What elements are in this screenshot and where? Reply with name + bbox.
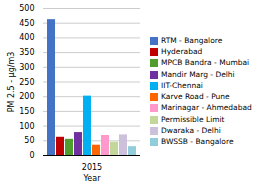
svg-text:450: 450	[19, 19, 34, 28]
svg-text:300: 300	[19, 63, 34, 72]
svg-text:50: 50	[24, 136, 34, 145]
svg-text:Year: Year	[83, 174, 102, 183]
html-text:Dwaraka - Delhi: Dwaraka - Delhi	[161, 125, 221, 135]
svg-text:0: 0	[29, 151, 34, 160]
svg-text:PM 2.5 - µg/m3: PM 2.5 - µg/m3	[7, 52, 16, 113]
svg-text:350: 350	[19, 48, 34, 57]
html-text:Marinagar - Ahmedabad: Marinagar - Ahmedabad	[161, 103, 252, 113]
svg-text:100: 100	[19, 122, 34, 131]
html-text:Karve Road - Pune: Karve Road - Pune	[161, 92, 230, 101]
svg-text:500: 500	[19, 4, 34, 13]
html-text:IIT-Chennai: IIT-Chennai	[161, 80, 203, 90]
svg-text:250: 250	[19, 78, 34, 87]
html-text:Hyderabad: Hyderabad	[161, 47, 203, 56]
html-text:MPCB Bandra - Mumbai: MPCB Bandra - Mumbai	[161, 58, 250, 68]
html-text:RTM - Bangalore: RTM - Bangalore	[161, 35, 223, 45]
svg-text:2015: 2015	[82, 163, 102, 172]
html-text:BWSSB - Bangalore: BWSSB - Bangalore	[161, 137, 234, 146]
html-text:Mandir Marg - Delhi: Mandir Marg - Delhi	[161, 69, 235, 79]
svg-text:150: 150	[19, 107, 34, 116]
html-text:Permissible Limit: Permissible Limit	[161, 114, 225, 124]
svg-text:400: 400	[19, 33, 34, 42]
svg-text:200: 200	[19, 92, 34, 101]
